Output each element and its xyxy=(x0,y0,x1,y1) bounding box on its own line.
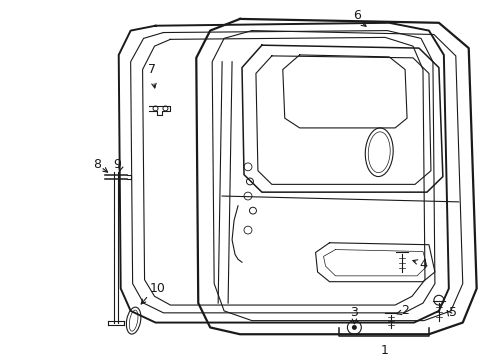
Text: 5: 5 xyxy=(448,306,456,319)
Text: 9: 9 xyxy=(114,158,122,171)
Text: 7: 7 xyxy=(147,63,155,76)
Text: 4: 4 xyxy=(418,258,426,271)
Text: 8: 8 xyxy=(93,158,101,171)
Text: 6: 6 xyxy=(353,9,361,22)
Text: 2: 2 xyxy=(400,305,408,318)
Text: 3: 3 xyxy=(350,306,358,319)
Text: 1: 1 xyxy=(380,344,387,357)
Circle shape xyxy=(351,325,356,330)
Text: 10: 10 xyxy=(149,282,165,295)
